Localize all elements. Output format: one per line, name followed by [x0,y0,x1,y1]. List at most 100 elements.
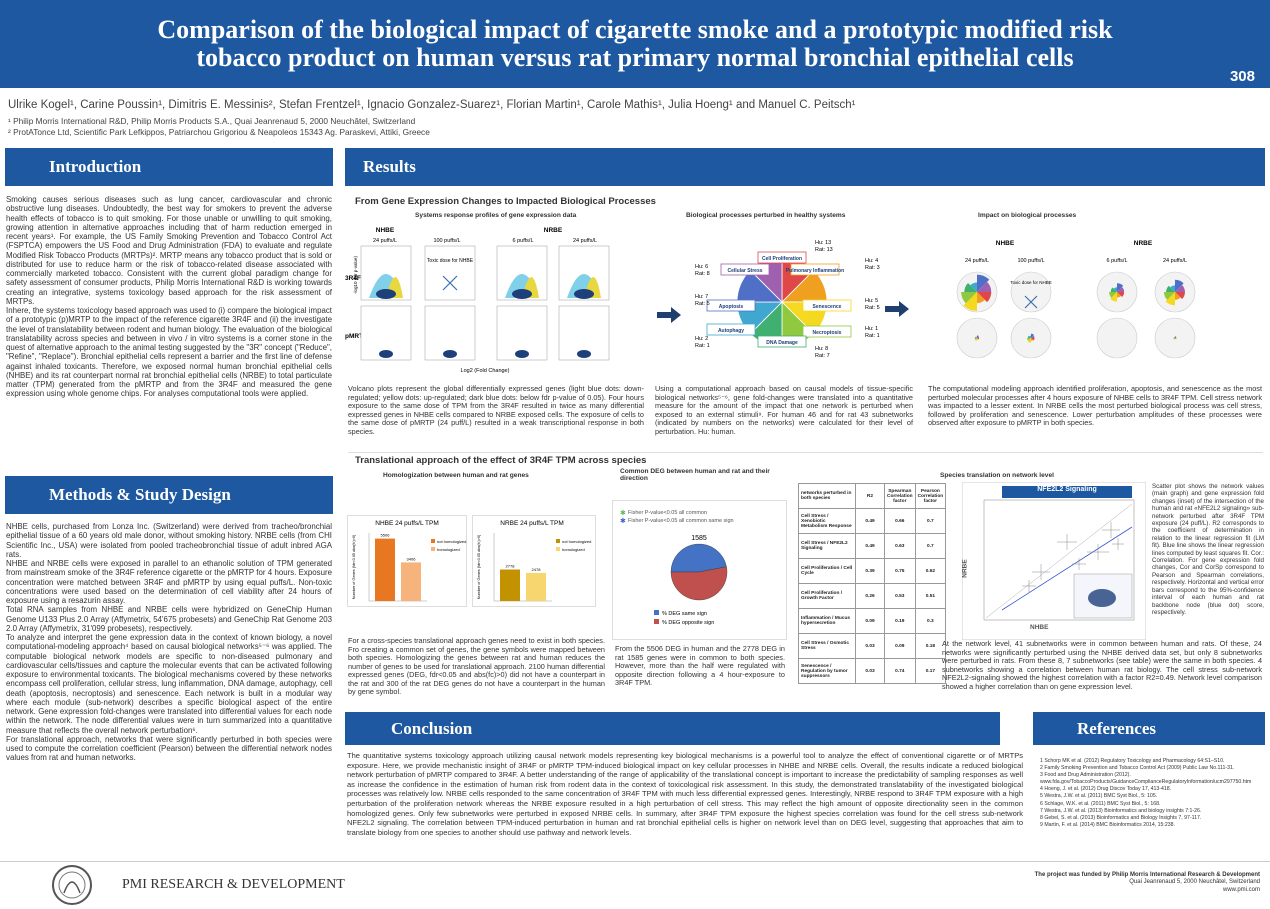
title-line: tobacco product on human versus rat prim… [196,43,1074,72]
table-row: Cell Proliferation / Growth Factor 0.26 0.… [798,583,947,609]
table-cell: Cell Proliferation / Growth Factor [798,583,856,609]
hu-count: Hu: 2 [695,336,708,342]
rat-count: Rat: 1 [865,333,880,339]
error-bars [1022,522,1124,592]
caption: From the 5506 DEG in human and the 2778 … [615,644,785,688]
conclusion-text: The quantitative systems toxicology appr… [347,751,1023,837]
rat-count: Rat: 8 [695,271,710,277]
node-label: Senescence [813,304,842,310]
y-axis-label: -log10 (fdr p-value) [353,255,358,294]
node-label: DNA Damage [766,340,798,346]
group-label: NHBE [996,240,1015,247]
node-label: Apoptosis [719,304,744,310]
panel-title: Systems response profiles of gene expres… [415,212,577,219]
paragraph: NHBE cells, purchased from Lonza Inc. (S… [6,522,332,559]
table-cell: 0.03 [855,658,885,684]
row-label: 3R4F [345,275,361,282]
table-cell: 0.17 [914,658,947,684]
petal [1110,292,1117,302]
table-cell: 0.19 [884,608,916,634]
legend-swatch [431,547,435,551]
hu-count: Hu: 7 [695,294,708,300]
table-cell: 0.51 [914,583,947,609]
value-label: 2778 [506,564,516,569]
petal [977,292,992,303]
value-label: 2478 [532,567,542,572]
bar-chart: NHBE 24 puffs/L TPM Number of Genes (fdr<… [347,515,467,607]
title: Comparison of the biological impact of c… [0,16,1270,72]
petal [1173,337,1175,338]
bar [526,572,546,601]
dose-label: 100 puffs/L [433,238,460,244]
reference: 1 Schorp MK et al. (2012) Regulatory Tox… [1040,758,1225,764]
node-box [706,299,756,312]
petal [1175,292,1185,300]
title-line: Comparison of the biological impact of c… [157,15,1113,44]
x-axis-label: Log2 (Fold Change) [461,368,510,374]
methods-text: NHBE cells, purchased from Lonza Inc. (S… [6,522,332,763]
dose-label: 6 puffs/L [513,238,534,244]
cross [442,275,458,291]
table-cell: Cell Proliferation / Cell Cycle [798,558,856,584]
legend-label: Fisher P-value<0.05 all common [628,510,707,516]
legend-label: not homologized [437,539,466,544]
scatter-title: NFE2L2 Signaling [1037,486,1097,493]
petal [1031,333,1035,338]
bar-chart: NRBE 24 puffs/L TPM Number of Genes (fdr<… [472,515,596,607]
scatter-core [512,289,532,299]
petal [1027,338,1031,341]
petal [1031,338,1035,341]
petal [1031,338,1033,341]
table-cell: 0.53 [884,583,916,609]
petal [964,283,977,292]
table-cell: 0.09 [884,633,916,659]
paragraph: To analyze and interpret the gene expres… [6,633,332,735]
node-box [802,299,852,312]
table-cell: 0.66 [884,508,916,534]
petal-frame [1010,271,1052,313]
group-label: NHBE [376,227,395,234]
header-cell: networks perturbed in both species [798,483,856,509]
table-cell: 0.09 [855,608,885,634]
petal [1166,285,1175,292]
table-row: Inflammation / Mucus hypersecretion 0.09 0… [798,608,947,634]
table-cell: 0.63 [884,533,916,559]
petal [1175,284,1185,292]
panel-title: Common DEG between human and rat and the… [620,468,770,482]
legend-swatch [431,539,435,543]
header-cell: Spearman Correlation factor [884,483,916,509]
reference: 5 Westra, J.W. et al. (2011) BMC Syst Bi… [1040,793,1158,800]
heading: References [1077,718,1156,738]
scatter-core [443,350,457,358]
petal [1173,338,1175,340]
toxic-label: Toxic dose for NHBE [1010,280,1052,285]
caption: Using a computational approach based on … [655,384,913,436]
caption: Scatter plot shows the network values (m… [1152,483,1264,616]
petal [1110,287,1117,292]
title-bar [1002,486,1132,498]
node-label: Autophagy [718,328,744,334]
section-header: Conclusion [345,712,1000,745]
caption: Volcano plots represent the global diffe… [348,384,644,436]
table-cell: Cell Stress / Xenobiotic Metabolism Resp… [798,508,856,534]
scatter-core [379,350,393,358]
petal [977,336,980,338]
table-row: Senescence / Regulation by tumor suppres… [798,658,947,684]
heading: Introduction [49,157,142,176]
table-cell: Inflammation / Mucus hypersecretion [798,608,856,634]
reference: 2 Family Smoking Prevention and Tobacco … [1040,765,1235,772]
header-band [0,0,1270,88]
legend-swatch [556,539,560,543]
legend-marker: ✱ [620,509,626,517]
petal [977,292,985,304]
divider [348,452,1263,453]
node-label: Cellular Stress [727,268,762,274]
dose-label: 24 puffs/L [965,258,989,264]
petal [1117,292,1121,298]
dose-label: 24 puffs/L [1163,258,1187,264]
petal [1113,287,1117,292]
petal [1163,292,1175,300]
table-row: Cell Proliferation / Cell Cycle 0.39 0.75 0… [798,558,947,584]
paragraph: Smoking causes serious diseases such as … [6,195,332,306]
header-cell: Pearson Correlation factor [914,483,947,509]
